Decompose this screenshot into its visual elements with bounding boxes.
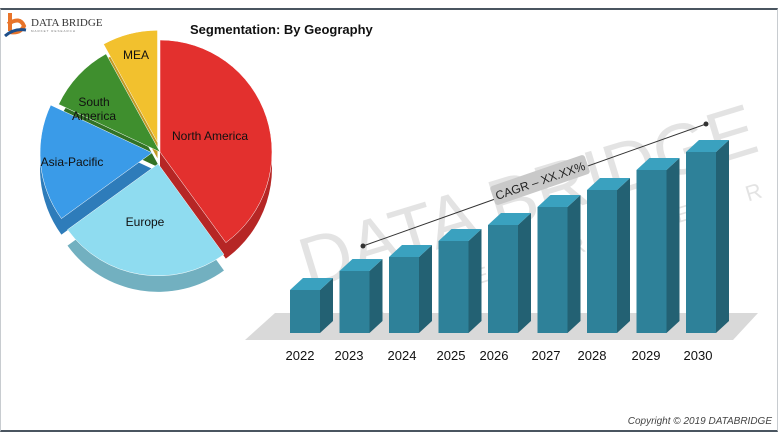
bar-side (518, 213, 531, 333)
chart-frame (0, 8, 778, 432)
x-tick-label: 2026 (480, 348, 509, 363)
pie-slice-asia-pacific (39, 104, 153, 219)
x-tick-label: 2030 (684, 348, 713, 363)
pie-label-north-america: North America (172, 129, 248, 143)
cagr-end-dot (703, 121, 709, 127)
bar-chart: 2022 2023 2024 2025 2026 2027 2028 2029 2030CAGR… (245, 121, 758, 363)
bar-side (666, 158, 680, 333)
bar-front (587, 190, 617, 333)
bar-2025 (438, 229, 482, 333)
bar-2022 (290, 278, 333, 333)
bar-top (537, 195, 581, 207)
logo-tagline: MARKET RESEARCH (31, 28, 76, 33)
pie-label-south-america: South America (72, 95, 116, 123)
bar-side (567, 195, 581, 333)
bar-side (617, 178, 630, 333)
bar-top (488, 213, 531, 225)
bar-top (438, 229, 482, 241)
bar-2027 (537, 195, 581, 333)
x-tick-label: 2028 (578, 348, 607, 363)
bar-front (438, 241, 469, 333)
bar-top (339, 259, 383, 271)
bar-2029 (636, 158, 680, 333)
bar-top (686, 140, 729, 152)
x-tick-label: 2024 (388, 348, 417, 363)
logo: DATA BRIDGE MARKET RESEARCH (4, 12, 103, 38)
bar-front (636, 170, 667, 333)
bar-side (716, 140, 729, 333)
x-tick-label: 2023 (335, 348, 364, 363)
bar-front (488, 225, 518, 333)
x-tick-label: 2027 (532, 348, 561, 363)
pie-slice-mea (103, 30, 158, 143)
bar-2028 (587, 178, 630, 333)
bar-2024 (389, 245, 432, 333)
bar-top (389, 245, 432, 257)
pie-label-asia-pacific: Asia-Pacific (41, 155, 104, 169)
cagr-start-dot (360, 243, 366, 249)
chart-title: Segmentation: By Geography (190, 22, 373, 37)
bar-side (320, 278, 333, 333)
bar-front (290, 290, 320, 333)
bar-top (636, 158, 680, 170)
bar-front (537, 207, 568, 333)
pie-slice-north-america (159, 39, 273, 243)
bar-front (389, 257, 419, 333)
bar-front (686, 152, 716, 333)
bar-front (339, 271, 370, 333)
logo-icon (4, 13, 27, 38)
bar-2026 (488, 213, 531, 333)
bar-2023 (339, 259, 383, 333)
bar-side (369, 259, 383, 333)
pie-slice-south-america (58, 53, 161, 153)
x-tick-label: 2029 (632, 348, 661, 363)
bar-2030 (686, 140, 729, 333)
copyright: Copyright © 2019 DATABRIDGE (627, 416, 772, 427)
x-tick-label: 2022 (286, 348, 315, 363)
logo-name: DATA BRIDGE (31, 16, 103, 29)
bar-side (419, 245, 432, 333)
pie-label-mea: MEA (123, 48, 149, 62)
pie-label-europe: Europe (126, 215, 165, 229)
bar-top (290, 278, 333, 290)
pie-slice-europe (67, 163, 225, 277)
bar-top (587, 178, 630, 190)
x-tick-label: 2025 (437, 348, 466, 363)
pie-chart: North America Europe Asia-Pacific South Amer… (39, 30, 273, 292)
bar-side (468, 229, 482, 333)
